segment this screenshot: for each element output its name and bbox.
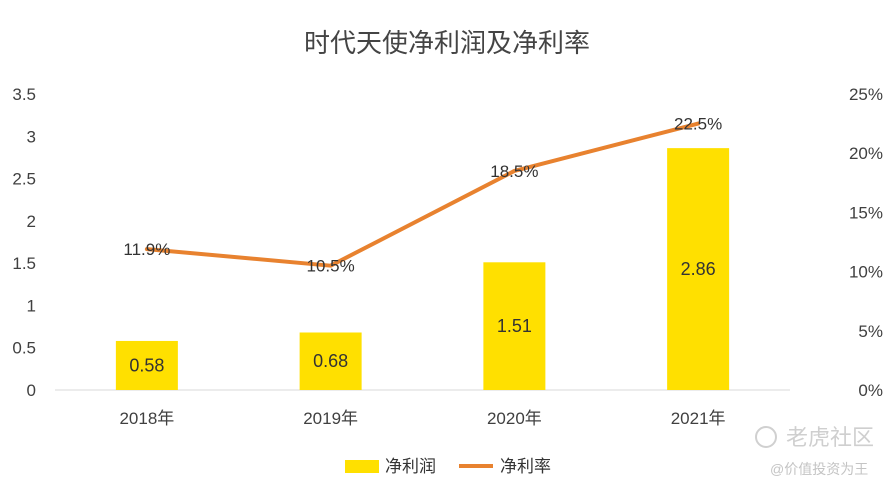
left-tick-label: 2 <box>27 212 36 231</box>
left-tick-label: 1.5 <box>12 254 36 273</box>
watermark-brand: 老虎社区 <box>786 425 874 450</box>
watermark: 老虎社区 @价值投资为王 <box>755 425 874 477</box>
right-axis: 0% 5% 10% 15% 20% 25% <box>849 85 883 400</box>
right-tick-label: 5% <box>858 322 883 341</box>
watermark-logo-icon <box>755 426 777 448</box>
line-series: 11.9% 10.5% 18.5% 22.5% <box>123 115 722 276</box>
left-tick-label: 3 <box>27 127 36 146</box>
right-tick-label: 15% <box>849 203 883 222</box>
left-tick-label: 0 <box>27 381 36 400</box>
net-margin-line <box>144 121 701 268</box>
left-tick-label: 0.5 <box>12 339 36 358</box>
right-tick-label: 0% <box>858 381 883 400</box>
x-tick-label: 2021年 <box>671 409 726 428</box>
x-tick-label: 2020年 <box>487 409 542 428</box>
bar-value-label: 0.58 <box>129 355 164 375</box>
bar-series: 0.58 0.68 1.51 2.86 <box>115 148 730 390</box>
bar-2021年 <box>667 148 730 390</box>
right-tick-label: 10% <box>849 263 883 282</box>
legend-swatch-bar <box>345 460 379 473</box>
bar-value-label: 0.68 <box>313 351 348 371</box>
bar-value-label: 2.86 <box>681 259 716 279</box>
legend-label-line: 净利率 <box>500 457 551 476</box>
chart-title: 时代天使净利润及净利率 <box>304 28 590 58</box>
x-tick-label: 2019年 <box>303 409 358 428</box>
bar-value-label: 1.51 <box>497 316 532 336</box>
right-tick-label: 25% <box>849 85 883 104</box>
right-tick-label: 20% <box>849 144 883 163</box>
line-value-label: 18.5% <box>490 162 538 181</box>
bar-2020年 <box>483 262 546 390</box>
legend: 净利润 净利率 <box>345 457 551 476</box>
bar-2018年 <box>115 340 178 390</box>
left-tick-label: 1 <box>27 296 36 315</box>
line-value-label: 22.5% <box>674 115 722 134</box>
line-value-label: 11.9% <box>123 240 170 259</box>
line-value-label: 10.5% <box>307 257 355 276</box>
left-tick-label: 3.5 <box>12 85 36 104</box>
x-axis-labels: 2018年 2019年 2020年 2021年 <box>119 409 725 428</box>
legend-label-bar: 净利润 <box>385 457 436 476</box>
left-axis: 0 0.5 1 1.5 2 2.5 3 3.5 <box>12 85 36 400</box>
bar-2019年 <box>299 332 362 390</box>
left-tick-label: 2.5 <box>12 170 36 189</box>
watermark-author: @价值投资为王 <box>770 461 868 477</box>
x-tick-label: 2018年 <box>119 409 174 428</box>
